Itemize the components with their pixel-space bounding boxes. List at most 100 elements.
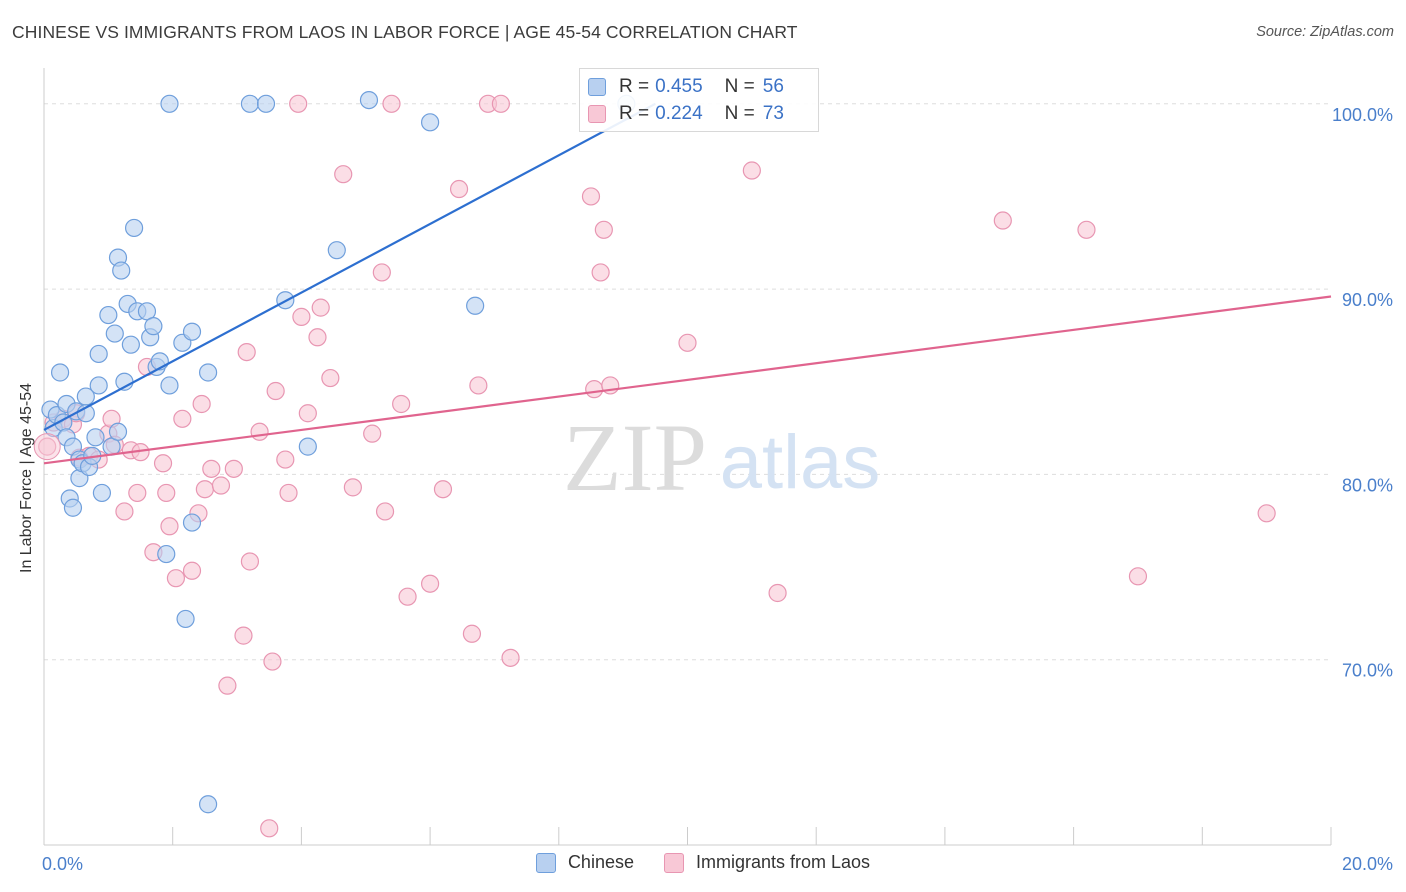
point-laos bbox=[202, 459, 221, 478]
trend-line-chinese bbox=[43, 102, 656, 431]
legend: Chinese Immigrants from Laos bbox=[0, 852, 1406, 873]
point-chinese bbox=[92, 483, 112, 503]
point-chinese bbox=[176, 609, 195, 629]
point-laos bbox=[250, 422, 269, 441]
point-laos bbox=[182, 561, 202, 580]
point-chinese bbox=[160, 376, 179, 395]
point-laos bbox=[375, 502, 395, 521]
point-laos bbox=[591, 263, 610, 282]
point-laos bbox=[266, 381, 285, 401]
point-laos bbox=[276, 450, 295, 469]
point-chinese bbox=[50, 363, 70, 382]
trend-line-laos bbox=[43, 295, 1332, 465]
point-laos bbox=[115, 502, 134, 521]
point-chinese bbox=[421, 113, 440, 132]
point-chinese bbox=[144, 317, 163, 336]
point-chinese bbox=[182, 513, 202, 532]
point-laos bbox=[594, 220, 613, 239]
point-laos bbox=[192, 394, 211, 414]
point-laos bbox=[392, 394, 411, 414]
point-chinese bbox=[359, 90, 379, 110]
point-laos bbox=[581, 187, 601, 206]
point-laos bbox=[343, 478, 362, 497]
point-laos bbox=[298, 404, 317, 423]
point-laos bbox=[742, 161, 761, 180]
point-laos bbox=[311, 298, 330, 317]
point-laos bbox=[153, 454, 173, 473]
point-laos bbox=[292, 307, 311, 326]
legend-swatch-laos bbox=[663, 852, 684, 873]
point-laos bbox=[372, 263, 391, 282]
source-label: Source: ZipAtlas.com bbox=[1256, 24, 1394, 40]
point-laos bbox=[334, 165, 353, 184]
r-value: 0.224 bbox=[655, 103, 703, 124]
point-chinese bbox=[466, 296, 485, 315]
legend-item-laos[interactable]: Immigrants from Laos bbox=[663, 852, 871, 873]
point-laos bbox=[128, 483, 147, 503]
point-laos bbox=[173, 409, 192, 428]
point-chinese bbox=[112, 261, 131, 280]
point-chinese bbox=[198, 363, 218, 382]
point-chinese bbox=[298, 437, 317, 456]
point-laos bbox=[321, 368, 340, 388]
point-laos bbox=[224, 459, 243, 478]
point-laos bbox=[462, 624, 482, 643]
point-laos bbox=[33, 433, 61, 461]
point-laos bbox=[1077, 220, 1096, 239]
point-chinese bbox=[124, 218, 144, 238]
point-laos bbox=[768, 583, 787, 603]
r-value: 0.455 bbox=[655, 76, 703, 97]
point-laos bbox=[585, 380, 604, 399]
point-chinese bbox=[63, 498, 83, 517]
legend-swatch-chinese bbox=[535, 852, 556, 873]
y-tick-label: 80.0% bbox=[1342, 475, 1393, 495]
point-laos bbox=[1128, 567, 1148, 586]
stats-swatch-laos bbox=[588, 105, 606, 123]
stats-box: R = 0.455 N = 56 R = 0.224 N = 73 bbox=[579, 68, 819, 132]
point-chinese bbox=[89, 344, 108, 364]
r-label: R = bbox=[619, 76, 650, 97]
point-laos bbox=[160, 517, 179, 536]
point-laos bbox=[469, 376, 488, 395]
point-laos bbox=[501, 648, 520, 667]
y-tick-label: 70.0% bbox=[1342, 661, 1393, 681]
point-laos bbox=[279, 483, 298, 503]
point-laos bbox=[240, 552, 260, 571]
point-chinese bbox=[182, 322, 202, 341]
point-chinese bbox=[105, 324, 124, 343]
legend-label-laos: Immigrants from Laos bbox=[695, 852, 871, 872]
n-label: N = bbox=[724, 103, 755, 124]
point-laos bbox=[382, 94, 401, 113]
r-label: R = bbox=[619, 103, 650, 124]
point-laos bbox=[678, 333, 697, 352]
point-laos bbox=[237, 342, 256, 362]
point-laos bbox=[433, 480, 453, 499]
point-laos bbox=[260, 819, 279, 838]
point-laos bbox=[993, 211, 1012, 230]
point-chinese bbox=[121, 335, 140, 354]
point-chinese bbox=[86, 428, 105, 447]
n-label: N = bbox=[724, 76, 755, 97]
stats-swatch-chinese bbox=[588, 78, 606, 96]
chart-title: CHINESE VS IMMIGRANTS FROM LAOS IN LABOR… bbox=[12, 22, 798, 42]
point-chinese bbox=[99, 305, 118, 325]
point-laos bbox=[234, 626, 253, 645]
point-laos bbox=[308, 328, 327, 347]
y-tick-label: 100.0% bbox=[1332, 105, 1393, 125]
legend-item-chinese[interactable]: Chinese bbox=[535, 852, 634, 873]
y-tick-label: 90.0% bbox=[1342, 290, 1393, 310]
point-laos bbox=[398, 587, 417, 606]
point-laos bbox=[1257, 504, 1276, 523]
point-laos bbox=[363, 424, 382, 443]
point-chinese bbox=[89, 376, 108, 395]
x-tick-label: 20.0% bbox=[1342, 854, 1393, 874]
point-laos bbox=[449, 179, 469, 199]
watermark-zip: ZIP bbox=[563, 404, 707, 511]
trend-lines bbox=[43, 102, 1332, 465]
point-chinese bbox=[327, 241, 346, 260]
point-laos bbox=[195, 480, 214, 499]
point-chinese bbox=[256, 94, 276, 113]
point-laos bbox=[157, 483, 176, 503]
legend-label-chinese: Chinese bbox=[567, 852, 634, 872]
